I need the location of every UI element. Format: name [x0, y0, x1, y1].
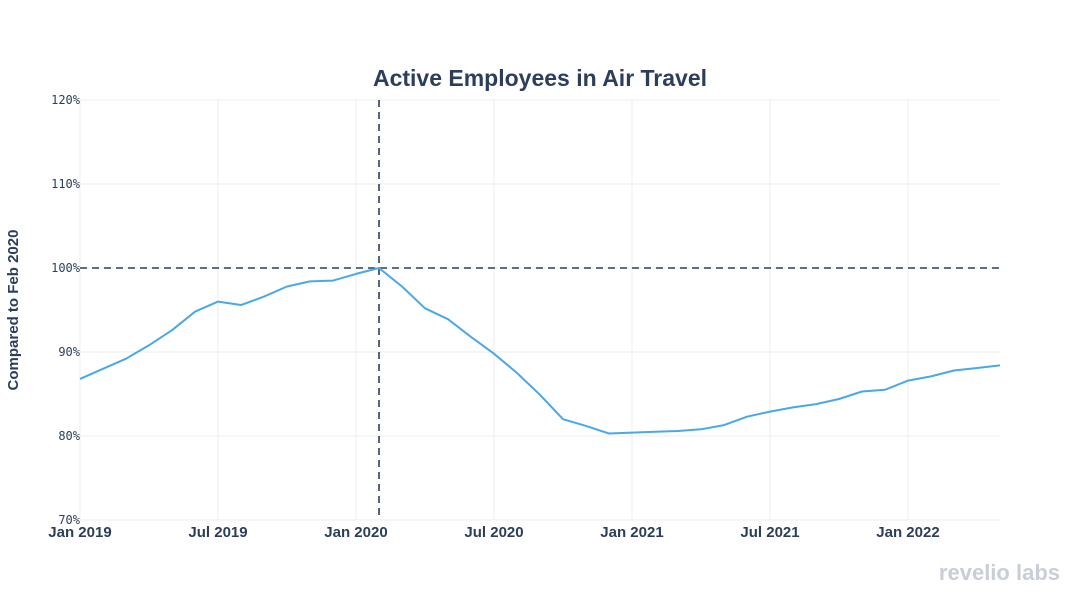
y-ticks: 70% 80% 90% 100% 110% 120% — [51, 93, 81, 527]
series-lines — [79, 267, 1001, 435]
x-tick-label: Jan 2022 — [876, 524, 939, 541]
y-tick-label: 80% — [58, 429, 80, 443]
x-tick-label: Jul 2020 — [464, 524, 523, 541]
y-tick-label: 100% — [51, 261, 81, 275]
brand-logo: revelio labs — [939, 560, 1060, 585]
x-tick-label: Jan 2021 — [600, 524, 663, 541]
reference-lines — [80, 100, 1000, 520]
grid-lines — [79, 99, 1000, 521]
x-ticks: Jan 2019 Jul 2019 Jan 2020 Jul 2020 Jan 2021… — [48, 524, 939, 541]
x-tick-label: Jan 2019 — [48, 524, 111, 541]
x-tick-label: Jan 2020 — [324, 524, 387, 541]
y-axis-label: Compared to Feb 2020 — [5, 230, 22, 391]
y-tick-label: 90% — [58, 345, 80, 359]
x-tick-label: Jul 2021 — [740, 524, 799, 541]
y-tick-label: 110% — [51, 177, 81, 191]
y-tick-label: 70% — [58, 513, 80, 527]
x-tick-label: Jul 2019 — [188, 524, 247, 541]
y-tick-label: 120% — [51, 93, 81, 107]
chart-title: Active Employees in Air Travel — [373, 65, 707, 91]
series-line — [79, 267, 1001, 435]
